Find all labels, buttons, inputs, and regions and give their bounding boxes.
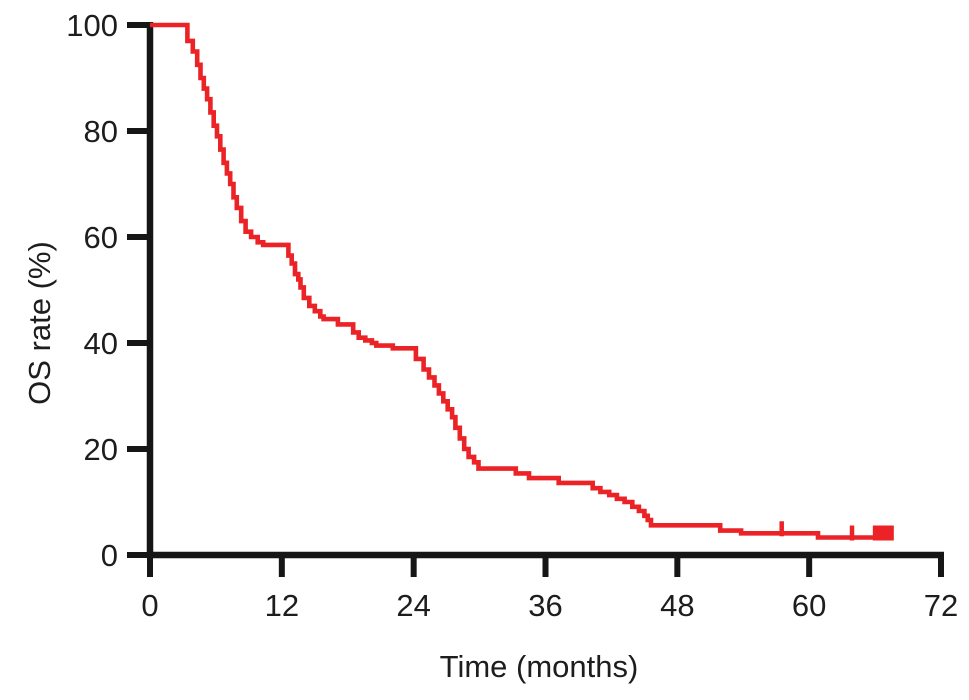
x-axis-title: Time (months) bbox=[440, 649, 639, 684]
x-axis-tick-label: 0 bbox=[141, 588, 158, 623]
x-axis-tick-label: 12 bbox=[265, 588, 299, 623]
x-axis-tick-label: 60 bbox=[792, 588, 826, 623]
survival-curve bbox=[150, 22, 893, 540]
x-axis-ticks-group: 0 12 24 36 48 60 72 bbox=[141, 555, 958, 623]
y-axis-tick-label: 80 bbox=[84, 114, 118, 149]
y-axis-tick-label: 100 bbox=[66, 8, 118, 43]
x-axis-tick-label: 48 bbox=[660, 588, 694, 623]
survival-curve-group bbox=[150, 22, 893, 540]
censor-marks-group bbox=[779, 521, 894, 541]
x-axis-tick-label: 36 bbox=[528, 588, 562, 623]
y-axis-tick-label: 20 bbox=[84, 432, 118, 467]
x-axis-tick-label: 72 bbox=[924, 588, 958, 623]
x-axis-tick-label: 24 bbox=[396, 588, 430, 623]
y-axis-tick-label: 40 bbox=[84, 326, 118, 361]
y-axis-tick-label: 0 bbox=[101, 538, 118, 573]
y-axis-ticks-group: 0 20 40 60 80 100 bbox=[66, 8, 150, 573]
y-axis-tick-label: 60 bbox=[84, 220, 118, 255]
y-axis-title: OS rate (%) bbox=[22, 241, 57, 405]
